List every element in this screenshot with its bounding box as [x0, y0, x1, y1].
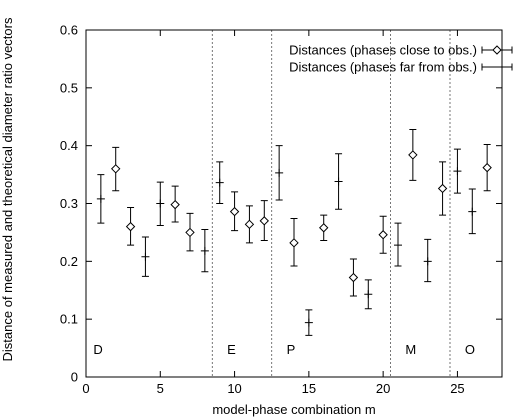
data-point-plus [215, 178, 224, 187]
data-point-plus [423, 257, 432, 266]
data-point-diamond [378, 230, 388, 240]
data-point-plus [394, 241, 402, 250]
x-tick-label: 15 [302, 381, 316, 396]
data-point-diamond [482, 162, 492, 173]
data-point-plus [334, 177, 343, 186]
data-point-plus [468, 207, 477, 216]
legend-marker-diamond [492, 45, 502, 55]
y-tick-label: 0 [71, 370, 78, 385]
y-tick-label: 0.4 [60, 138, 78, 153]
data-point-diamond [229, 206, 240, 217]
group-label: P [287, 342, 296, 357]
y-tick-label: 0.3 [60, 196, 78, 211]
series-close-to-obs [111, 128, 492, 297]
data-point-plus [304, 318, 313, 327]
x-tick-label: 5 [157, 381, 164, 396]
data-point-plus [275, 168, 284, 177]
y-axis-label: Distance of measured and theoretical dia… [0, 17, 15, 361]
legend: Distances (phases close to obs.) Distance… [289, 43, 513, 75]
group-label: O [465, 342, 475, 357]
plot-frame [85, 29, 503, 378]
data-point-plus [156, 199, 165, 208]
group-label: E [227, 342, 236, 357]
x-tick-label: 10 [227, 381, 241, 396]
x-tick-label: 0 [82, 381, 89, 396]
y-tick-label: 0.2 [60, 254, 78, 269]
x-axis-label: model-phase combination m [212, 402, 375, 417]
legend-label: Distances (phases close to obs.) [289, 43, 477, 58]
data-point-plus [141, 252, 150, 261]
x-tick-label: 20 [376, 381, 390, 396]
data-point-diamond [111, 164, 121, 174]
y-tick-label: 0.6 [60, 23, 78, 38]
data-point-plus [364, 290, 373, 299]
group-separators [211, 30, 451, 377]
data-series [96, 128, 492, 336]
series-far-from-obs [96, 145, 477, 336]
data-point-diamond [259, 216, 269, 226]
y-tick-label: 0.1 [60, 312, 78, 327]
data-point-diamond [244, 219, 255, 230]
data-point-diamond [289, 238, 299, 248]
group-label: M [405, 342, 416, 357]
y-tick-label: 0.5 [60, 80, 78, 95]
data-point-diamond [408, 150, 418, 160]
data-point-diamond [437, 183, 448, 194]
legend-label: Distances (phases far from obs.) [289, 60, 477, 75]
data-point-diamond [319, 223, 329, 233]
data-point-plus [96, 194, 105, 203]
group-label: D [93, 342, 102, 357]
data-point-diamond [348, 272, 359, 283]
x-tick-label: 25 [450, 381, 464, 396]
data-point-plus [200, 246, 209, 255]
data-point-diamond [125, 221, 136, 232]
data-point-diamond [170, 199, 180, 210]
axes: 0 5 10 15 20 25 0 0.1 0.2 0.3 0.4 0.5 0.6 [60, 23, 503, 396]
data-point-plus [453, 167, 462, 176]
legend-errorbar [481, 63, 513, 71]
data-point-diamond [185, 227, 195, 238]
